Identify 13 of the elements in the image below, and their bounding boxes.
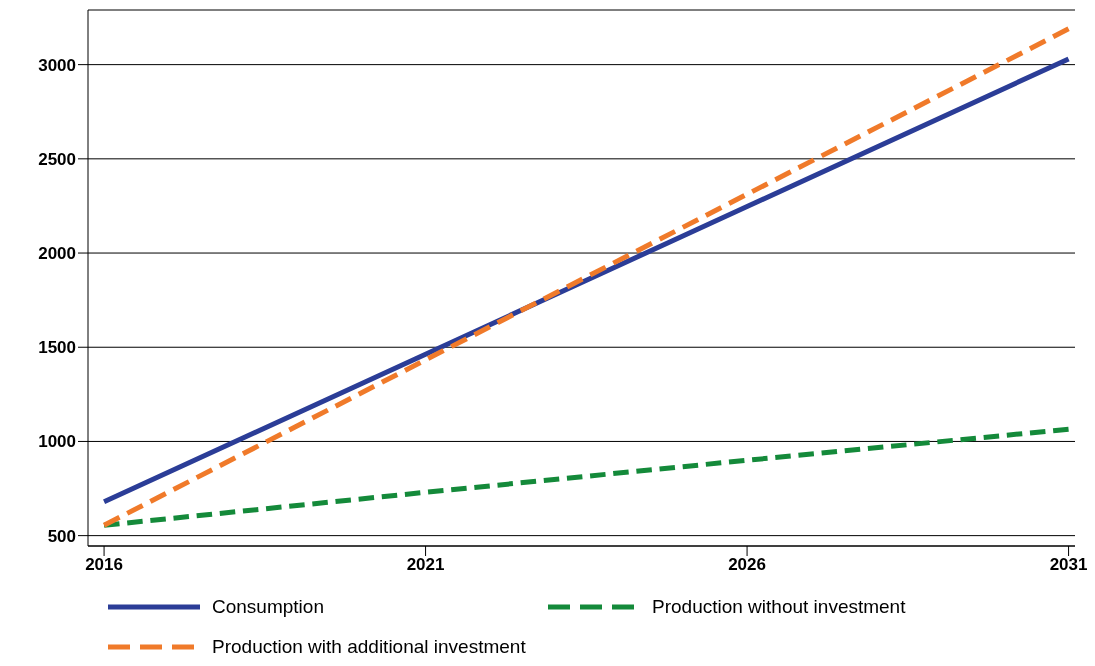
x-tick-label: 2031 — [1049, 555, 1088, 575]
y-tick-label: 1500 — [38, 338, 76, 358]
x-tick-label: 2026 — [728, 555, 766, 575]
y-tick-label: 2500 — [38, 149, 76, 169]
y-tick-label: 1000 — [38, 432, 76, 452]
y-tick-label: 500 — [47, 526, 76, 546]
x-tick-label: 2021 — [406, 555, 445, 575]
y-tick-label: 3000 — [38, 55, 76, 75]
legend-label: Production with additional investment — [212, 636, 526, 658]
legend-label: Production without investment — [652, 596, 906, 618]
x-tick-label: 2016 — [85, 555, 123, 575]
legend-label: Consumption — [212, 596, 324, 618]
y-tick-label: 2000 — [38, 244, 76, 264]
